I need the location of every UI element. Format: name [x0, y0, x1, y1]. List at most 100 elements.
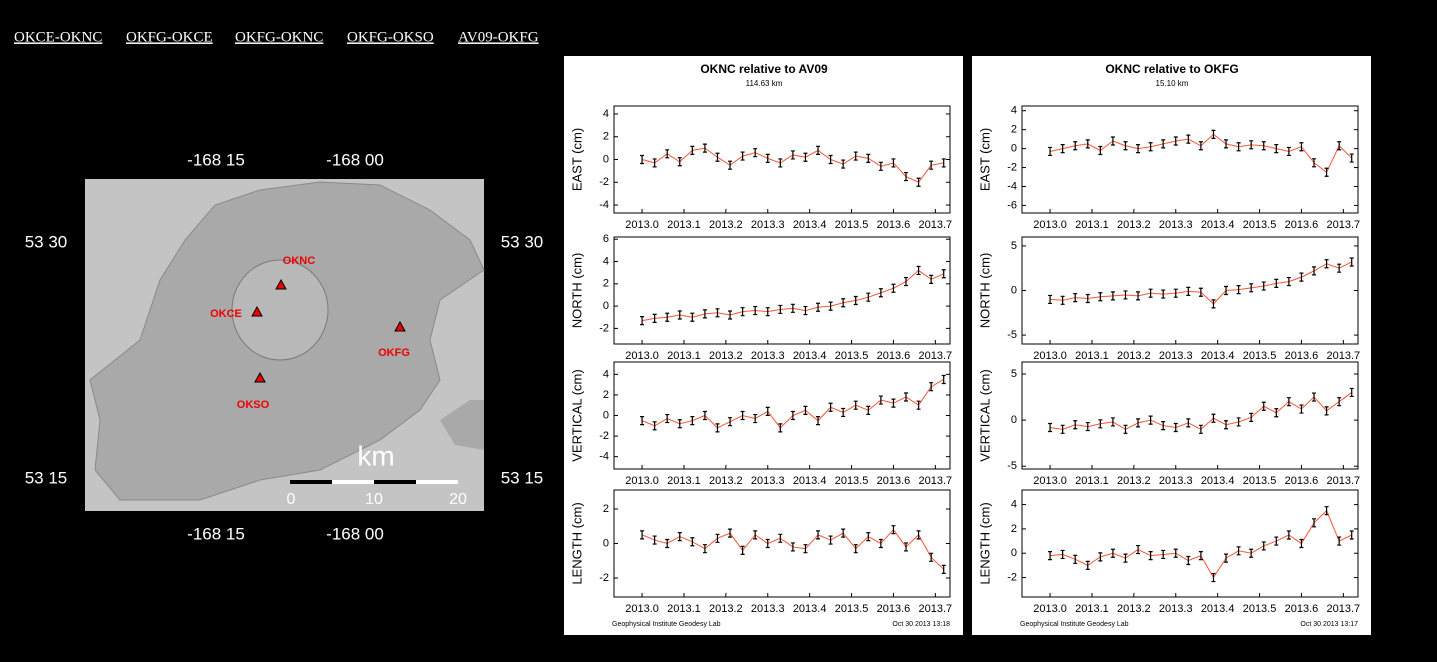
panel-footer: Geophysical Institute Geodesy Lab — [1020, 621, 1129, 628]
scale-tick: 10 — [365, 491, 383, 508]
y-tick-label: 5 — [1011, 368, 1017, 380]
panel-title: OKNC relative to OKFG — [1105, 62, 1238, 76]
nav-link[interactable]: OKCE-OKNC — [14, 29, 102, 45]
x-tick-label: 2013.1 — [1075, 475, 1109, 487]
x-tick-label: 2013.0 — [625, 219, 659, 231]
x-tick-label: 2013.0 — [1033, 219, 1067, 231]
panel-subtitle: 114.63 km — [746, 79, 783, 88]
x-tick-label: 2013.1 — [1075, 219, 1109, 231]
x-tick-label: 2013.3 — [751, 350, 785, 362]
x-tick-label: 2013.6 — [877, 603, 911, 615]
y-tick-label: 0 — [1011, 284, 1017, 296]
scale-segment — [332, 480, 374, 484]
x-tick-label: 2013.2 — [1117, 219, 1151, 231]
y-tick-label: 2 — [603, 131, 609, 143]
x-tick-label: 2013.4 — [793, 475, 827, 487]
x-tick-label: 2013.6 — [877, 350, 911, 362]
x-tick-label: 2013.4 — [793, 219, 827, 231]
x-tick-label: 2013.3 — [1159, 350, 1193, 362]
y-tick-label: -4 — [1007, 180, 1017, 192]
x-tick-label: 2013.3 — [751, 603, 785, 615]
y-tick-label: 2 — [1011, 124, 1017, 136]
x-tick-label: 2013.4 — [1201, 350, 1235, 362]
scale-title: km — [357, 440, 394, 471]
x-tick-label: 2013.3 — [751, 219, 785, 231]
latitude-label: 53 15 — [501, 468, 544, 487]
y-axis-label: NORTH (cm) — [569, 253, 584, 329]
x-tick-label: 2013.3 — [1159, 603, 1193, 615]
x-tick-label: 2013.1 — [667, 475, 701, 487]
scale-segment — [416, 480, 458, 484]
y-tick-label: -5 — [1007, 460, 1017, 472]
latitude-label: 53 30 — [25, 232, 68, 251]
x-tick-label: 2013.7 — [919, 350, 953, 362]
x-tick-label: 2013.4 — [1201, 475, 1235, 487]
x-tick-label: 2013.4 — [793, 350, 827, 362]
x-tick-label: 2013.0 — [625, 603, 659, 615]
scale-tick: 20 — [449, 491, 467, 508]
y-axis-label: LENGTH (cm) — [977, 502, 992, 584]
x-tick-label: 2013.0 — [1033, 603, 1067, 615]
y-tick-label: 0 — [603, 153, 609, 165]
x-tick-label: 2013.6 — [1285, 350, 1319, 362]
x-tick-label: 2013.5 — [1243, 603, 1277, 615]
x-tick-label: 2013.1 — [667, 350, 701, 362]
y-axis-label: EAST (cm) — [977, 128, 992, 191]
y-tick-label: 6 — [603, 233, 609, 245]
nav-link[interactable]: OKFG-OKNC — [235, 29, 323, 45]
caldera — [232, 260, 328, 360]
x-tick-label: 2013.2 — [1117, 603, 1151, 615]
page: {"links": ["OKCE-OKNC", "OKFG-OKCE", "OK… — [0, 0, 1437, 657]
longitude-label: -168 15 — [187, 150, 245, 169]
x-tick-label: 2013.0 — [625, 475, 659, 487]
x-tick-label: 2013.6 — [1285, 475, 1319, 487]
scale-tick: 0 — [287, 491, 296, 508]
y-tick-label: -2 — [599, 572, 609, 584]
y-axis-label: NORTH (cm) — [977, 253, 992, 329]
latitude-label: 53 30 — [501, 232, 544, 251]
x-tick-label: 2013.4 — [793, 603, 827, 615]
nav-link[interactable]: OKFG-OKCE — [126, 29, 213, 45]
x-tick-label: 2013.7 — [1327, 475, 1361, 487]
x-tick-label: 2013.7 — [1327, 603, 1361, 615]
x-tick-label: 2013.6 — [877, 219, 911, 231]
longitude-label: -168 00 — [326, 150, 384, 169]
x-tick-label: 2013.5 — [835, 475, 869, 487]
y-tick-label: 0 — [603, 300, 609, 312]
station-label: OKNC — [283, 255, 315, 267]
x-tick-label: 2013.5 — [835, 603, 869, 615]
y-tick-label: 5 — [1011, 240, 1017, 252]
station-label: OKCE — [210, 308, 242, 320]
latitude-label: 53 15 — [25, 468, 68, 487]
x-tick-label: 2013.7 — [919, 475, 953, 487]
x-tick-label: 2013.6 — [1285, 219, 1319, 231]
panel-footer: Oct 30 2013 13:18 — [892, 621, 950, 628]
panel-title: OKNC relative to AV09 — [700, 62, 828, 76]
longitude-label: -168 00 — [326, 524, 384, 543]
y-tick-label: 0 — [1011, 143, 1017, 155]
x-tick-label: 2013.6 — [1285, 603, 1319, 615]
x-tick-label: 2013.5 — [1243, 350, 1277, 362]
x-tick-label: 2013.4 — [1201, 603, 1235, 615]
x-tick-label: 2013.7 — [919, 603, 953, 615]
plot-panel — [972, 56, 1371, 635]
y-axis-label: EAST (cm) — [569, 128, 584, 191]
x-tick-label: 2013.2 — [709, 475, 743, 487]
x-tick-label: 2013.1 — [1075, 350, 1109, 362]
x-tick-label: 2013.5 — [835, 350, 869, 362]
y-axis-label: VERTICAL (cm) — [977, 369, 992, 461]
x-tick-label: 2013.7 — [919, 219, 953, 231]
y-tick-label: -5 — [1007, 329, 1017, 341]
y-tick-label: -2 — [599, 176, 609, 188]
y-tick-label: 2 — [603, 389, 609, 401]
x-tick-label: 2013.3 — [1159, 475, 1193, 487]
x-tick-label: 2013.2 — [709, 603, 743, 615]
y-tick-label: -2 — [599, 322, 609, 334]
map — [85, 179, 484, 511]
y-tick-label: -2 — [599, 430, 609, 442]
y-tick-label: 2 — [603, 278, 609, 290]
x-tick-label: 2013.5 — [1243, 219, 1277, 231]
x-tick-label: 2013.7 — [1327, 219, 1361, 231]
nav-link[interactable]: OKFG-OKSO — [347, 29, 434, 45]
nav-link[interactable]: AV09-OKFG — [458, 29, 539, 45]
